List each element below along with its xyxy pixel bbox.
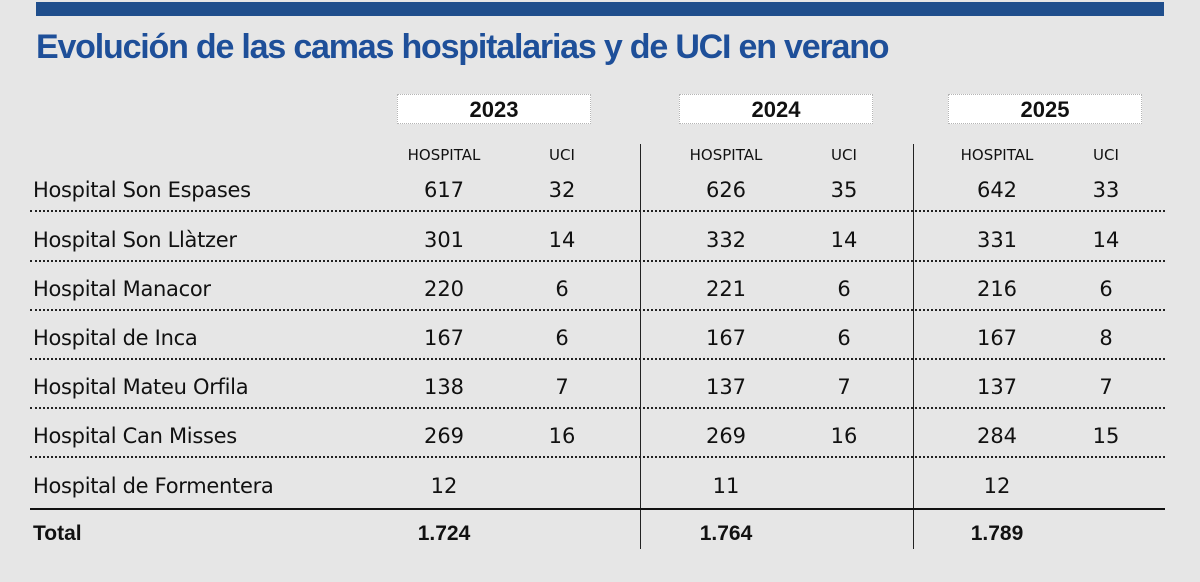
- hospital-beds-value: 269: [423, 424, 465, 448]
- hospital-beds-value: 137: [705, 375, 747, 399]
- hospital-beds-value: 220: [423, 277, 465, 301]
- uci-beds-value: 6: [837, 326, 851, 350]
- uci-beds-value: 6: [837, 277, 851, 301]
- hospital-beds-value: 167: [423, 326, 465, 350]
- page-title: Evolución de las camas hospitalarias y d…: [36, 28, 890, 66]
- row-separator: [30, 260, 1165, 262]
- year-header: 2024: [679, 94, 873, 124]
- column-header-hospital: HOSPITAL: [960, 146, 1034, 164]
- row-label: Hospital Can Misses: [33, 424, 237, 448]
- uci-beds-value: 33: [1092, 178, 1120, 202]
- hospital-beds-value: 269: [705, 424, 747, 448]
- row-separator: [30, 407, 1165, 409]
- uci-beds-value: 16: [548, 424, 576, 448]
- hospital-beds-value: 12: [983, 474, 1011, 498]
- uci-beds-value: 8: [1099, 326, 1113, 350]
- hospital-beds-value: 11: [712, 474, 740, 498]
- total-separator: [30, 508, 1165, 510]
- year-header: 2023: [397, 94, 591, 124]
- row-label: Hospital Son Espases: [33, 178, 251, 202]
- column-divider: [640, 144, 641, 549]
- top-accent-bar: [36, 2, 1164, 16]
- uci-beds-value: 32: [548, 178, 576, 202]
- hospital-beds-value: 642: [976, 178, 1018, 202]
- hospital-beds-value: 12: [430, 474, 458, 498]
- hospital-beds-value: 332: [705, 228, 747, 252]
- total-label: Total: [33, 522, 82, 545]
- uci-beds-value: 7: [555, 375, 569, 399]
- total-hospital-value: 1.789: [970, 522, 1024, 545]
- column-divider: [913, 144, 914, 549]
- column-header-hospital: HOSPITAL: [407, 146, 481, 164]
- hospital-beds-value: 216: [976, 277, 1018, 301]
- row-label: Hospital Son Llàtzer: [33, 228, 237, 252]
- uci-beds-value: 14: [1092, 228, 1120, 252]
- row-separator: [30, 358, 1165, 360]
- uci-beds-value: 7: [1099, 375, 1113, 399]
- uci-beds-value: 6: [555, 326, 569, 350]
- column-header-hospital: HOSPITAL: [689, 146, 763, 164]
- row-label: Hospital Manacor: [33, 277, 211, 301]
- hospital-beds-value: 167: [705, 326, 747, 350]
- total-hospital-value: 1.764: [699, 522, 753, 545]
- hospital-beds-value: 331: [976, 228, 1018, 252]
- row-separator: [30, 456, 1165, 458]
- column-header-uci: UCI: [1093, 146, 1119, 164]
- hospital-beds-value: 167: [976, 326, 1018, 350]
- row-label: Hospital de Inca: [33, 326, 198, 350]
- row-label: Hospital Mateu Orfila: [33, 375, 249, 399]
- hospital-beds-value: 138: [423, 375, 465, 399]
- year-header: 2025: [948, 94, 1142, 124]
- uci-beds-value: 6: [555, 277, 569, 301]
- hospital-beds-value: 617: [423, 178, 465, 202]
- uci-beds-value: 6: [1099, 277, 1113, 301]
- hospital-beds-value: 221: [705, 277, 747, 301]
- uci-beds-value: 7: [837, 375, 851, 399]
- uci-beds-value: 15: [1092, 424, 1120, 448]
- row-separator: [30, 309, 1165, 311]
- column-header-uci: UCI: [831, 146, 857, 164]
- row-label: Hospital de Formentera: [33, 474, 274, 498]
- hospital-beds-value: 137: [976, 375, 1018, 399]
- column-header-uci: UCI: [549, 146, 575, 164]
- hospital-beds-value: 284: [976, 424, 1018, 448]
- uci-beds-value: 14: [830, 228, 858, 252]
- total-hospital-value: 1.724: [417, 522, 471, 545]
- row-separator: [30, 210, 1165, 212]
- uci-beds-value: 16: [830, 424, 858, 448]
- uci-beds-value: 14: [548, 228, 576, 252]
- uci-beds-value: 35: [830, 178, 858, 202]
- hospital-beds-value: 626: [705, 178, 747, 202]
- hospital-beds-value: 301: [423, 228, 465, 252]
